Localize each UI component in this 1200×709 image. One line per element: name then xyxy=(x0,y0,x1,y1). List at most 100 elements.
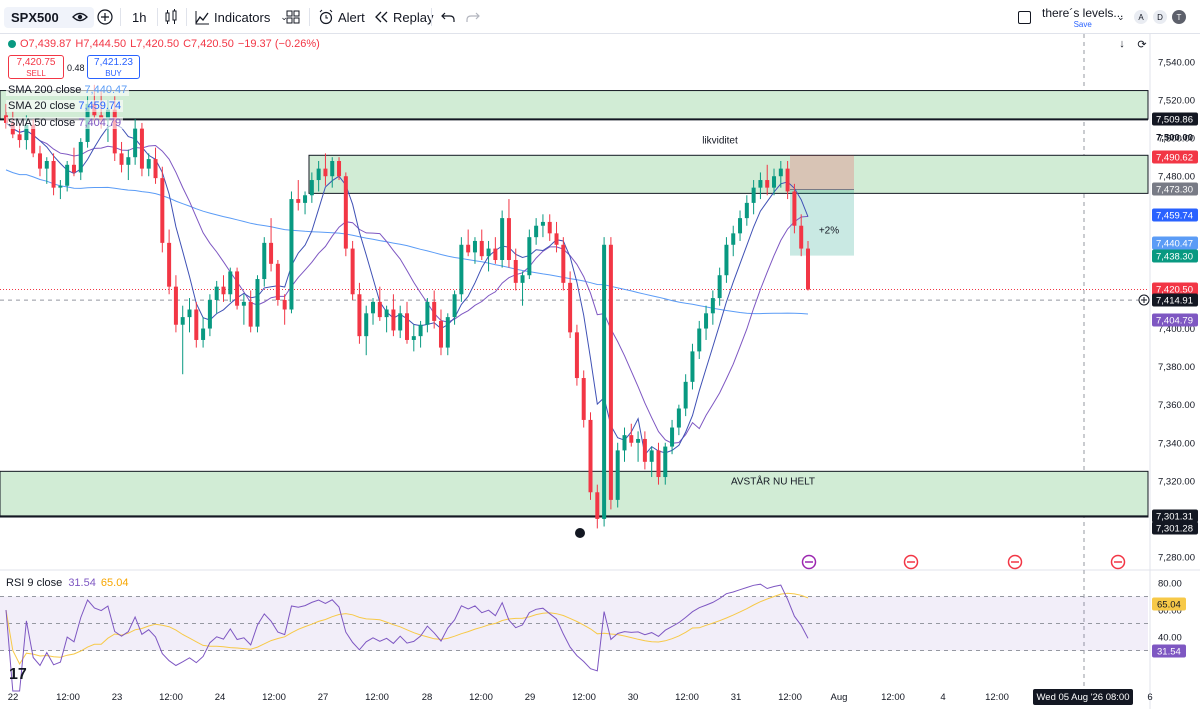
candle xyxy=(676,404,681,436)
support-zone-2[interactable] xyxy=(308,154,1149,194)
candle xyxy=(160,166,165,253)
price-chart[interactable]: likviditet AVSTÅR NU HELT +2% 7,540.00 7,52… xyxy=(0,34,1200,709)
time-tick-label: 27 xyxy=(318,692,329,703)
candle xyxy=(187,298,192,333)
sell-button[interactable]: 7,420.75 SELL xyxy=(8,55,64,79)
candle-body xyxy=(31,124,36,154)
support-zone-1[interactable] xyxy=(0,90,1149,120)
interval-button[interactable]: 1h xyxy=(132,0,146,34)
close-value: C7,420.50 xyxy=(183,38,234,50)
candle xyxy=(194,301,199,348)
templates-icon[interactable] xyxy=(286,0,300,34)
candle-body xyxy=(506,218,511,260)
refresh-icon[interactable]: ⟳ xyxy=(1137,39,1147,51)
replay-label: Replay xyxy=(393,9,434,25)
candle-body xyxy=(765,180,770,188)
sma20-legend[interactable]: SMA 20 close 7,459.74 xyxy=(6,100,124,112)
candle xyxy=(683,374,688,417)
candle xyxy=(540,214,545,238)
price-tick-label: 7,520.00 xyxy=(1158,96,1195,107)
layout-checkbox-icon[interactable] xyxy=(1018,0,1031,34)
low-value: L7,420.50 xyxy=(130,38,180,50)
candle-body xyxy=(282,299,287,310)
alert-label: Alert xyxy=(338,9,365,25)
undo-icon[interactable] xyxy=(441,0,455,34)
candle-body xyxy=(24,124,29,141)
stop-loss-area[interactable] xyxy=(790,155,854,190)
buy-label: BUY xyxy=(105,69,122,78)
candle-body xyxy=(513,260,518,283)
layout-chevron-icon[interactable]: ⌄ xyxy=(1117,11,1125,22)
candle xyxy=(738,210,743,241)
sma200-value: 7,440.47 xyxy=(84,84,128,96)
indicators-button[interactable]: Indicators ⌄ xyxy=(195,0,288,34)
candle-body xyxy=(717,275,722,299)
compare-add-icon[interactable] xyxy=(96,0,114,34)
download-icon[interactable]: ↓ xyxy=(1119,38,1125,50)
candle xyxy=(357,282,362,344)
symbol-search[interactable]: SPX500 xyxy=(4,7,94,28)
replay-button[interactable]: Replay xyxy=(373,0,433,34)
candle-body xyxy=(683,381,688,409)
price-badge xyxy=(1152,509,1198,523)
alert-button[interactable]: Alert xyxy=(318,0,365,34)
candle-body xyxy=(153,159,158,179)
candle-body xyxy=(704,313,709,329)
candle xyxy=(690,343,695,390)
price-badge-label: 7,404.79 xyxy=(1156,316,1193,327)
rsi-line[interactable] xyxy=(5,583,809,692)
candle-body xyxy=(65,164,70,186)
sma50-line[interactable] xyxy=(5,122,809,444)
price-badge xyxy=(1152,208,1198,222)
sma200-legend[interactable]: SMA 200 close 7,440.47 xyxy=(6,84,130,96)
candle xyxy=(629,423,634,447)
candle-style-icon[interactable] xyxy=(163,0,179,34)
buy-button[interactable]: 7,421.23 BUY xyxy=(87,55,140,79)
price-badge-label: 7,301.28 xyxy=(1156,524,1193,535)
top-toolbar: SPX500 1h Indicators ⌄ Alert xyxy=(0,0,1200,34)
candle-body xyxy=(540,221,545,226)
candle xyxy=(241,294,246,325)
candle-body xyxy=(44,161,49,169)
candle-body xyxy=(622,435,627,451)
sell-label: SELL xyxy=(26,69,46,78)
redo-icon[interactable] xyxy=(466,0,480,34)
candle-body xyxy=(201,328,206,340)
candle xyxy=(316,161,321,192)
candle-body xyxy=(561,244,566,283)
rsi-tick-label: 40.00 xyxy=(1158,633,1182,644)
price-tick-label: 7,400.00 xyxy=(1158,324,1195,335)
time-tick-label: 12:00 xyxy=(881,692,905,703)
avatar-a[interactable]: A xyxy=(1134,0,1148,34)
sma50-legend[interactable]: SMA 50 close 7,404.79 xyxy=(6,117,124,129)
candle-body xyxy=(758,180,763,188)
candle-body xyxy=(262,242,267,280)
candle xyxy=(262,237,267,287)
avatar-d[interactable]: D xyxy=(1153,0,1167,34)
candle xyxy=(119,141,124,173)
candle-body xyxy=(472,240,477,253)
candle xyxy=(214,280,219,314)
price-badge xyxy=(1152,112,1198,126)
alarm-clock-icon[interactable] xyxy=(575,528,585,538)
price-tick-label: 7,540.00 xyxy=(1158,58,1195,69)
support-zone-3[interactable] xyxy=(0,470,1149,518)
candle-body xyxy=(269,242,274,264)
candle-body xyxy=(37,153,42,169)
candle xyxy=(37,145,42,177)
candle xyxy=(139,122,144,177)
rsi-badge-label: 65.04 xyxy=(1157,600,1181,611)
candle-body xyxy=(105,109,110,120)
candle xyxy=(588,412,593,500)
rsi-legend[interactable]: RSI 9 close 31.54 65.04 xyxy=(6,577,128,589)
candle xyxy=(275,260,280,306)
sma200-line[interactable] xyxy=(5,169,809,315)
candle xyxy=(201,317,206,348)
price-badge-label: 7,301.31 xyxy=(1156,512,1193,523)
avatar-t[interactable]: T xyxy=(1172,0,1186,34)
candle-body xyxy=(316,168,321,181)
candle-body xyxy=(343,176,348,249)
eye-icon[interactable] xyxy=(72,0,88,34)
layout-name-button[interactable]: there´s levels... Save xyxy=(1042,0,1123,34)
change-value: −19.37 (−0.26%) xyxy=(237,38,320,50)
